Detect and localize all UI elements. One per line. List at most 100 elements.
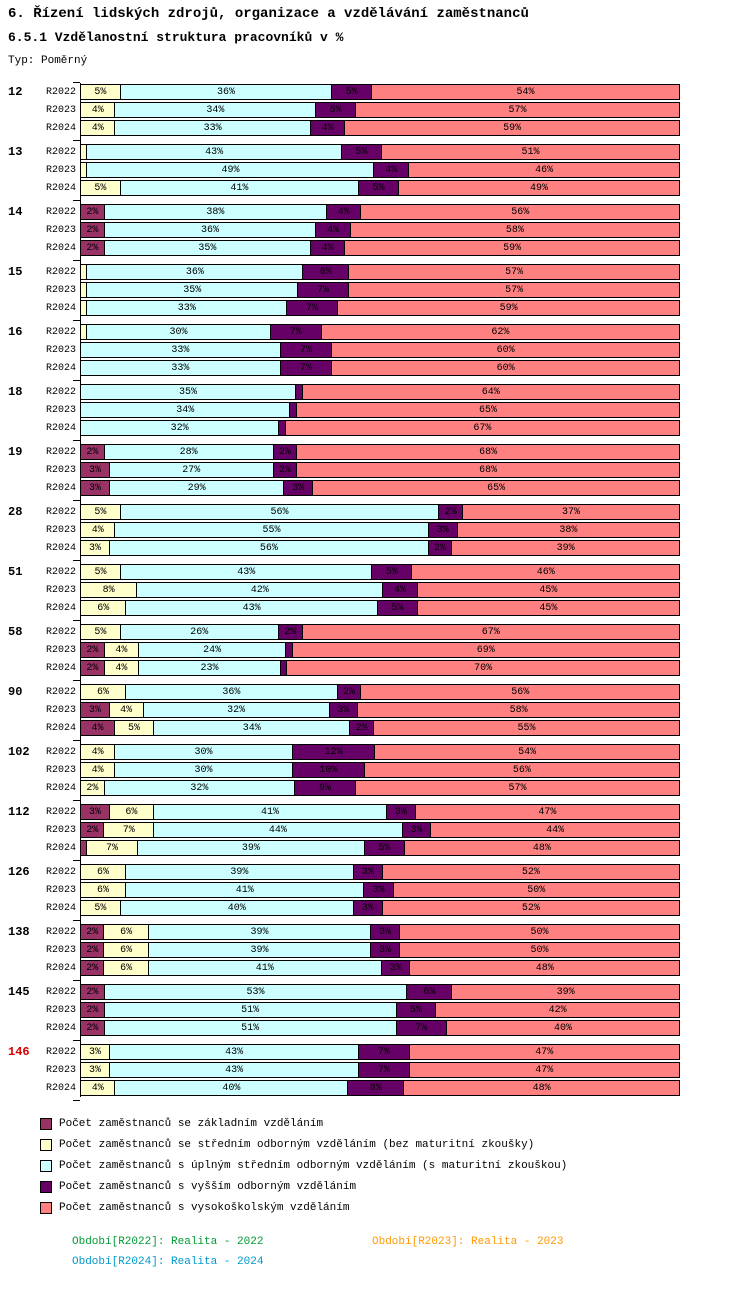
- bar-segment: 30%: [114, 745, 292, 759]
- bar-segment: 5%: [81, 901, 120, 915]
- bar-group-146: 146 R2022 3% 43% 7% 47% R2023 3% 43% 7% 47% R2024 4%…: [0, 1043, 750, 1101]
- bar-segment: 62%: [320, 325, 679, 339]
- bar-segment: 33%: [114, 121, 310, 135]
- group-id-label: 90: [8, 685, 23, 699]
- group-rows: R2022 43% 5% 51% R2023 49% 4% 46% R2024 5% 41% 5% 49…: [44, 143, 680, 197]
- bar-segment: 39%: [125, 865, 353, 879]
- bar-segment: 27%: [109, 463, 273, 477]
- bar-segment: 5%: [81, 565, 121, 579]
- stacked-bar: 33% 7% 60%: [80, 342, 680, 358]
- bar-row: R2023 2% 51% 5% 42%: [44, 1001, 680, 1019]
- bar-segment: 55%: [372, 721, 679, 735]
- group-id-label: 18: [8, 385, 23, 399]
- group-id-label: 28: [8, 505, 23, 519]
- bar-segment: 47%: [414, 805, 679, 819]
- bar-segment: 65%: [312, 481, 679, 495]
- legend-item: Počet zaměstnanců s vysokoškolským vzděl…: [40, 1197, 750, 1218]
- bar-segment: 33%: [81, 343, 280, 357]
- stacked-bar: 6% 41% 3% 50%: [80, 882, 680, 898]
- bar-segment: 45%: [416, 583, 679, 597]
- bar-segment: 4%: [81, 763, 115, 777]
- bar-row: R2024 6% 43% 5% 45%: [44, 599, 680, 617]
- row-year-label: R2023: [45, 524, 76, 536]
- bar-segment: 50%: [392, 883, 679, 897]
- row-year-label: R2024: [45, 902, 76, 914]
- bar-row: R2023 2% 6% 39% 3% 50%: [44, 941, 680, 959]
- stacked-bar: 6% 36% 2% 56%: [80, 684, 680, 700]
- row-year-label: R2023: [45, 764, 76, 776]
- stacked-bar: 3% 29% 3% 65%: [80, 480, 680, 496]
- row-year-label: R2024: [45, 602, 76, 614]
- bar-segment: 3%: [380, 961, 410, 975]
- bar-segment: 4%: [382, 583, 417, 597]
- bar-segment: 69%: [291, 643, 679, 657]
- group-rows: R2022 5% 26% 2% 67% R2023 2% 4% 24% 69% R2024 2% 4% 2…: [44, 623, 680, 677]
- stacked-bar: 33% 7% 60%: [80, 360, 680, 376]
- axis-tick: [73, 440, 80, 441]
- group-rows: R2022 2% 38% 4% 56% R2023 2% 36% 4% 58% R2024 2% 35%…: [44, 203, 680, 257]
- bar-segment: 51%: [103, 1003, 396, 1017]
- bar-group-13: 13 R2022 43% 5% 51% R2023 49% 4% 46% R2024 5% 41% 5%…: [0, 143, 750, 201]
- axis-tick: [73, 980, 80, 981]
- group-id-label: 12: [8, 85, 23, 99]
- bar-segment: 2%: [81, 781, 104, 795]
- bar-segment: 5%: [371, 565, 412, 579]
- bar-segment: 56%: [363, 763, 679, 777]
- row-year-label: R2022: [45, 866, 76, 878]
- group-rows: R2022 3% 6% 41% 3% 47% R2023 2% 7% 44% 3% 44% R2024 7…: [44, 803, 680, 857]
- chart-subtitle: 6.5.1 Vzdělanostní struktura pracovníků …: [8, 30, 344, 45]
- axis-tick: [73, 860, 80, 861]
- group-rows: R2022 6% 39% 3% 52% R2023 6% 41% 3% 50% R2024 5% 40%…: [44, 863, 680, 917]
- legend-label: Počet zaměstnanců se středním odborným v…: [59, 1138, 535, 1151]
- stacked-bar: 2% 7% 44% 3% 44%: [80, 822, 680, 838]
- bar-row: R2023 4% 34% 5% 57%: [44, 101, 680, 119]
- stacked-bar: 2% 28% 2% 68%: [80, 444, 680, 460]
- bar-segment: 24%: [138, 643, 286, 657]
- row-year-label: R2024: [45, 722, 76, 734]
- bar-segment: 47%: [408, 1045, 679, 1059]
- axis-tick: [73, 140, 80, 141]
- bar-segment: 56%: [119, 505, 439, 519]
- bar-segment: 55%: [114, 523, 428, 537]
- row-year-label: R2022: [45, 686, 76, 698]
- bar-segment: 36%: [125, 685, 337, 699]
- bar-segment: 5%: [81, 505, 120, 519]
- row-year-label: R2024: [45, 122, 76, 134]
- bar-segment: 2%: [81, 985, 104, 999]
- row-year-label: R2023: [45, 104, 76, 116]
- bar-segment: 3%: [386, 805, 415, 819]
- stacked-bar: 2% 51% 7% 40%: [80, 1020, 680, 1036]
- bar-row: R2022 2% 28% 2% 68%: [44, 443, 680, 461]
- bar-row: R2024 2% 35% 4% 59%: [44, 239, 680, 257]
- bar-segment: [278, 421, 285, 435]
- bar-segment: 12%: [291, 745, 375, 759]
- bar-segment: 47%: [408, 1063, 679, 1077]
- stacked-bar: 7% 39% 5% 48%: [80, 840, 680, 856]
- stacked-bar: 3% 43% 7% 47%: [80, 1044, 680, 1060]
- bar-segment: 2%: [81, 205, 104, 219]
- bar-row: R2023 49% 4% 46%: [44, 161, 680, 179]
- stacked-bar: 4% 33% 4% 59%: [80, 120, 680, 136]
- bar-segment: [81, 325, 87, 339]
- bar-group-102: 102 R2022 4% 30% 12% 54% R2023 4% 30% 10% 56% R2024…: [0, 743, 750, 801]
- stacked-bar: 3% 56% 2% 39%: [80, 540, 680, 556]
- bar-group-19: 19 R2022 2% 28% 2% 68% R2023 3% 27% 2% 68% R2024 3% 2…: [0, 443, 750, 501]
- stacked-bar: 5% 56% 2% 37%: [80, 504, 680, 520]
- bar-segment: 57%: [355, 103, 679, 117]
- row-year-label: R2023: [45, 884, 76, 896]
- bar-row: R2022 5% 43% 5% 46%: [44, 563, 680, 581]
- bar-segment: 57%: [355, 781, 680, 795]
- stacked-bar: 43% 5% 51%: [80, 144, 680, 160]
- row-year-label: R2022: [45, 206, 76, 218]
- stacked-bar: 5% 26% 2% 67%: [80, 624, 680, 640]
- bar-row: R2024 3% 29% 3% 65%: [44, 479, 680, 497]
- row-year-label: R2022: [45, 746, 76, 758]
- stacked-bar: 4% 55% 3% 38%: [80, 522, 680, 538]
- group-id-label: 13: [8, 145, 23, 159]
- stacked-bar: 2% 6% 39% 3% 50%: [80, 924, 680, 940]
- bar-segment: 4%: [81, 721, 114, 735]
- row-year-label: R2024: [45, 1022, 76, 1034]
- bar-segment: 41%: [125, 883, 364, 897]
- bar-group-16: 16 R2022 30% 7% 62% R2023 33% 7% 60% R2024 33% 7% 60…: [0, 323, 750, 381]
- bar-segment: 42%: [435, 1003, 679, 1017]
